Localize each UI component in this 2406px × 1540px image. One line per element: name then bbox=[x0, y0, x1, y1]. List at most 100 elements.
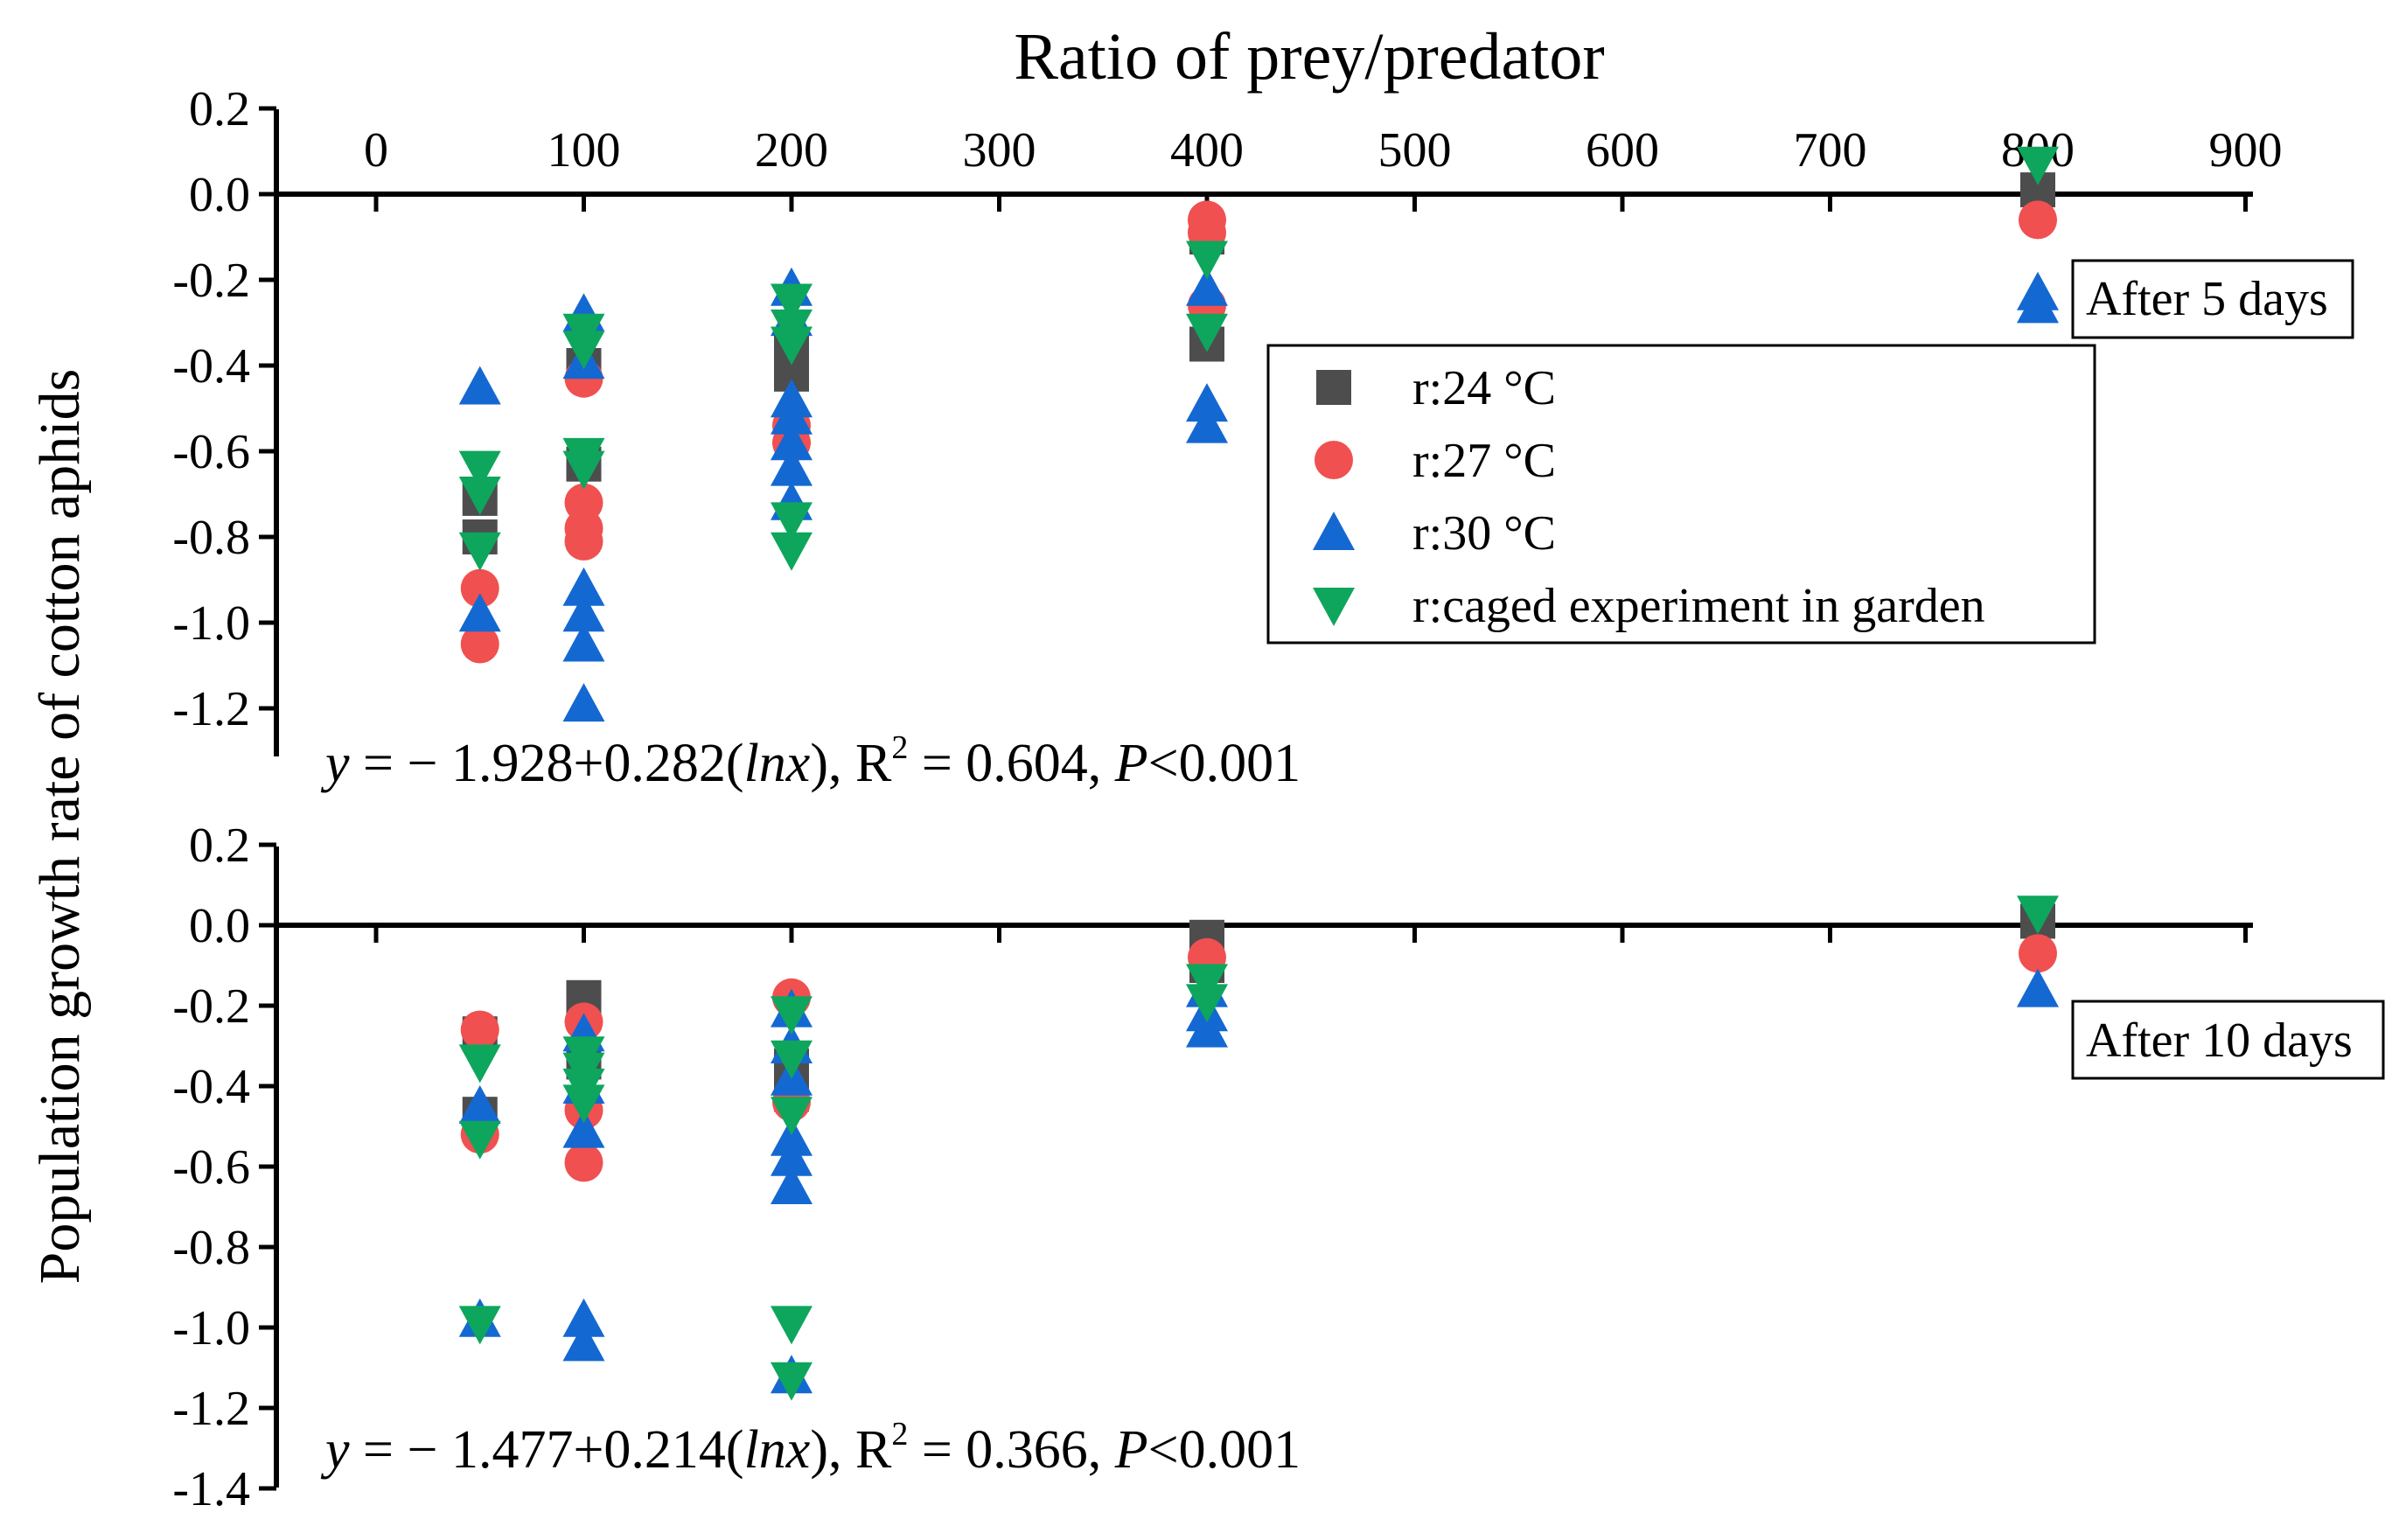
data-point bbox=[2017, 284, 2059, 324]
data-point bbox=[562, 683, 605, 722]
data-point bbox=[562, 623, 605, 662]
series-circle bbox=[460, 934, 2057, 1182]
data-point bbox=[771, 532, 812, 571]
x-tick-label: 0 bbox=[364, 123, 388, 178]
data-point bbox=[458, 477, 501, 515]
data-point bbox=[2017, 146, 2059, 185]
series-triangle-down bbox=[458, 895, 2059, 1401]
data-point bbox=[562, 1322, 605, 1362]
regression-equation: y = − 1.477+0.214(lnx), R2 = 0.366, P<0.… bbox=[320, 1416, 1301, 1480]
data-point bbox=[1186, 1008, 1228, 1048]
x-axis-title: Ratio of prey/predator bbox=[1014, 20, 1604, 94]
data-point bbox=[771, 1362, 812, 1401]
y-tick-label: -0.4 bbox=[172, 339, 250, 394]
panel-after-10-days: 0.2 0.0 -0.2 -0.4 -0.6 -0.8 -1.0 -1.2 -1.4 After … bbox=[172, 819, 2385, 1516]
data-point bbox=[460, 1010, 499, 1049]
x-tick-label: 500 bbox=[1378, 123, 1452, 178]
y-tick-label: -1.0 bbox=[172, 596, 250, 651]
data-point bbox=[771, 1166, 812, 1204]
y-tick-label: -0.4 bbox=[172, 1060, 250, 1114]
series-triangle-down bbox=[458, 146, 2059, 571]
x-tick-label: 300 bbox=[963, 123, 1036, 178]
y-tick-label: -0.6 bbox=[172, 1140, 250, 1195]
data-point bbox=[771, 422, 812, 461]
data-point bbox=[771, 996, 812, 1035]
data-point bbox=[1186, 240, 1228, 280]
data-point bbox=[771, 1097, 812, 1136]
data-point bbox=[562, 1084, 605, 1124]
annotation-box bbox=[2071, 1000, 2385, 1080]
legend-label: r:24 °C bbox=[1412, 361, 1556, 415]
data-point bbox=[460, 568, 499, 608]
data-point bbox=[458, 1044, 501, 1084]
legend-marker bbox=[1315, 441, 1353, 479]
data-point bbox=[564, 1143, 603, 1182]
x-tick-label: 200 bbox=[755, 123, 828, 178]
annotation-label: After 10 days bbox=[2086, 1014, 2353, 1068]
legend-box bbox=[1266, 344, 2096, 645]
annotation-box bbox=[2071, 259, 2354, 339]
legend-label: r:30 °C bbox=[1412, 506, 1556, 561]
data-point bbox=[1186, 313, 1228, 352]
legend-marker bbox=[1316, 370, 1351, 405]
legend-marker bbox=[1313, 588, 1355, 626]
data-point bbox=[2019, 200, 2057, 240]
legend-label: r:caged experiment in garden bbox=[1412, 579, 1985, 633]
data-point bbox=[458, 593, 501, 632]
y-tick-label: -1.2 bbox=[172, 1382, 250, 1436]
y-tick-label: -0.2 bbox=[172, 254, 250, 308]
y-tick-label: 0.0 bbox=[189, 899, 250, 953]
data-point bbox=[771, 1040, 812, 1079]
data-point bbox=[458, 1306, 501, 1345]
y-tick-label: -0.6 bbox=[172, 425, 250, 479]
data-point bbox=[1186, 404, 1228, 443]
y-tick-label: -0.8 bbox=[172, 511, 250, 565]
y-tick-label: -0.8 bbox=[172, 1221, 250, 1275]
data-point bbox=[562, 567, 605, 606]
x-tick-label: 900 bbox=[2209, 123, 2283, 178]
x-tick-label: 100 bbox=[547, 123, 621, 178]
legend: r:24 °C r:27 °C r:30 °C r:caged experiment … bbox=[1266, 344, 2096, 645]
data-point bbox=[2017, 895, 2059, 935]
data-point bbox=[564, 521, 603, 561]
data-point bbox=[562, 593, 605, 632]
legend-label: r:27 °C bbox=[1412, 434, 1556, 488]
annotation-label: After 5 days bbox=[2086, 272, 2328, 326]
y-tick-label: -1.4 bbox=[172, 1462, 250, 1516]
y-tick-label: -0.2 bbox=[172, 979, 250, 1034]
y-tick-label: 0.0 bbox=[189, 168, 250, 222]
data-point bbox=[458, 532, 501, 571]
y-tick-label: -1.2 bbox=[172, 682, 250, 736]
data-point bbox=[562, 1298, 605, 1337]
y-tick-label: 0.2 bbox=[189, 819, 250, 873]
x-tick-label: 700 bbox=[1794, 123, 1867, 178]
data-point bbox=[771, 326, 812, 366]
data-point bbox=[771, 283, 812, 323]
data-point bbox=[771, 1306, 812, 1345]
series-triangle-up bbox=[458, 968, 2059, 1394]
y-axis-title: Population growth rate of cotton aphids bbox=[28, 369, 92, 1285]
data-point bbox=[771, 447, 812, 486]
data-point bbox=[771, 395, 812, 435]
data-point bbox=[1186, 984, 1228, 1023]
legend-marker bbox=[1313, 512, 1355, 550]
series-square bbox=[462, 903, 2055, 1132]
data-point bbox=[458, 1120, 501, 1160]
data-point bbox=[458, 450, 501, 490]
data-point bbox=[460, 624, 499, 664]
data-point bbox=[1186, 267, 1228, 306]
data-point bbox=[1186, 383, 1228, 422]
x-tick-label: 600 bbox=[1586, 123, 1659, 178]
data-point bbox=[1186, 964, 1228, 1003]
data-point bbox=[562, 331, 605, 370]
data-point bbox=[771, 1137, 812, 1176]
y-tick-label: -1.0 bbox=[172, 1301, 250, 1355]
data-point bbox=[562, 1109, 605, 1148]
data-point bbox=[458, 1085, 501, 1124]
data-point bbox=[562, 450, 605, 490]
data-point bbox=[771, 502, 812, 541]
regression-equation: y = − 1.928+0.282(lnx), R2 = 0.604, P<0.… bbox=[320, 729, 1301, 793]
data-point bbox=[2019, 934, 2057, 973]
data-point bbox=[771, 1117, 812, 1156]
